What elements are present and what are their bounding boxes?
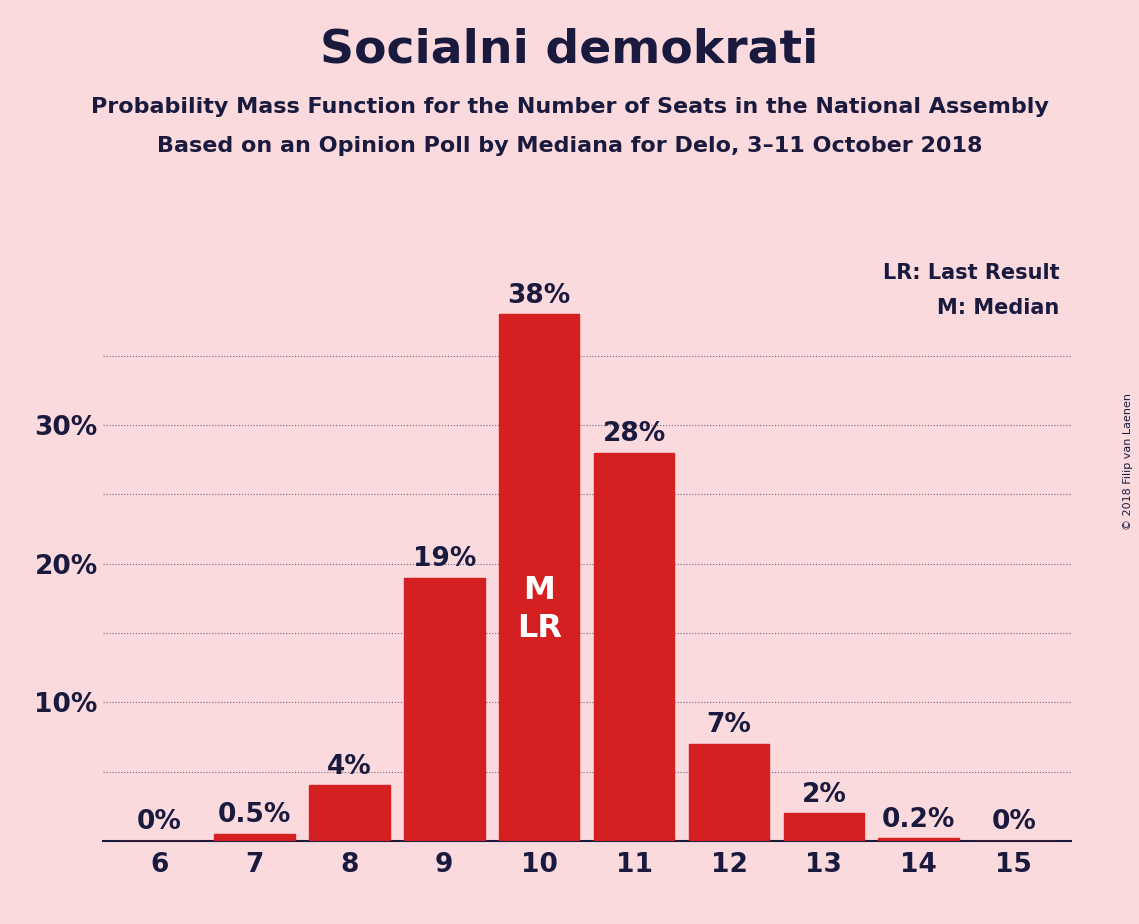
Bar bbox=[689, 744, 769, 841]
Text: 0.2%: 0.2% bbox=[882, 807, 956, 833]
Text: 4%: 4% bbox=[327, 754, 371, 780]
Bar bbox=[593, 453, 674, 841]
Text: M
LR: M LR bbox=[517, 575, 562, 644]
Text: Probability Mass Function for the Number of Seats in the National Assembly: Probability Mass Function for the Number… bbox=[91, 97, 1048, 117]
Text: LR: Last Result: LR: Last Result bbox=[883, 263, 1059, 284]
Bar bbox=[404, 578, 484, 841]
Bar bbox=[214, 834, 295, 841]
Text: 28%: 28% bbox=[603, 421, 665, 447]
Text: © 2018 Filip van Laenen: © 2018 Filip van Laenen bbox=[1123, 394, 1133, 530]
Text: 38%: 38% bbox=[508, 283, 571, 309]
Text: 0.5%: 0.5% bbox=[218, 802, 292, 829]
Bar bbox=[499, 314, 580, 841]
Bar bbox=[878, 838, 959, 841]
Text: 0%: 0% bbox=[137, 809, 182, 835]
Text: 2%: 2% bbox=[802, 782, 846, 808]
Text: 0%: 0% bbox=[991, 809, 1036, 835]
Text: 19%: 19% bbox=[412, 546, 476, 572]
Bar bbox=[309, 785, 390, 841]
Text: Socialni demokrati: Socialni demokrati bbox=[320, 28, 819, 73]
Text: M: Median: M: Median bbox=[937, 298, 1059, 318]
Bar bbox=[784, 813, 865, 841]
Text: Based on an Opinion Poll by Mediana for Delo, 3–11 October 2018: Based on an Opinion Poll by Mediana for … bbox=[157, 136, 982, 156]
Text: 7%: 7% bbox=[706, 712, 752, 738]
